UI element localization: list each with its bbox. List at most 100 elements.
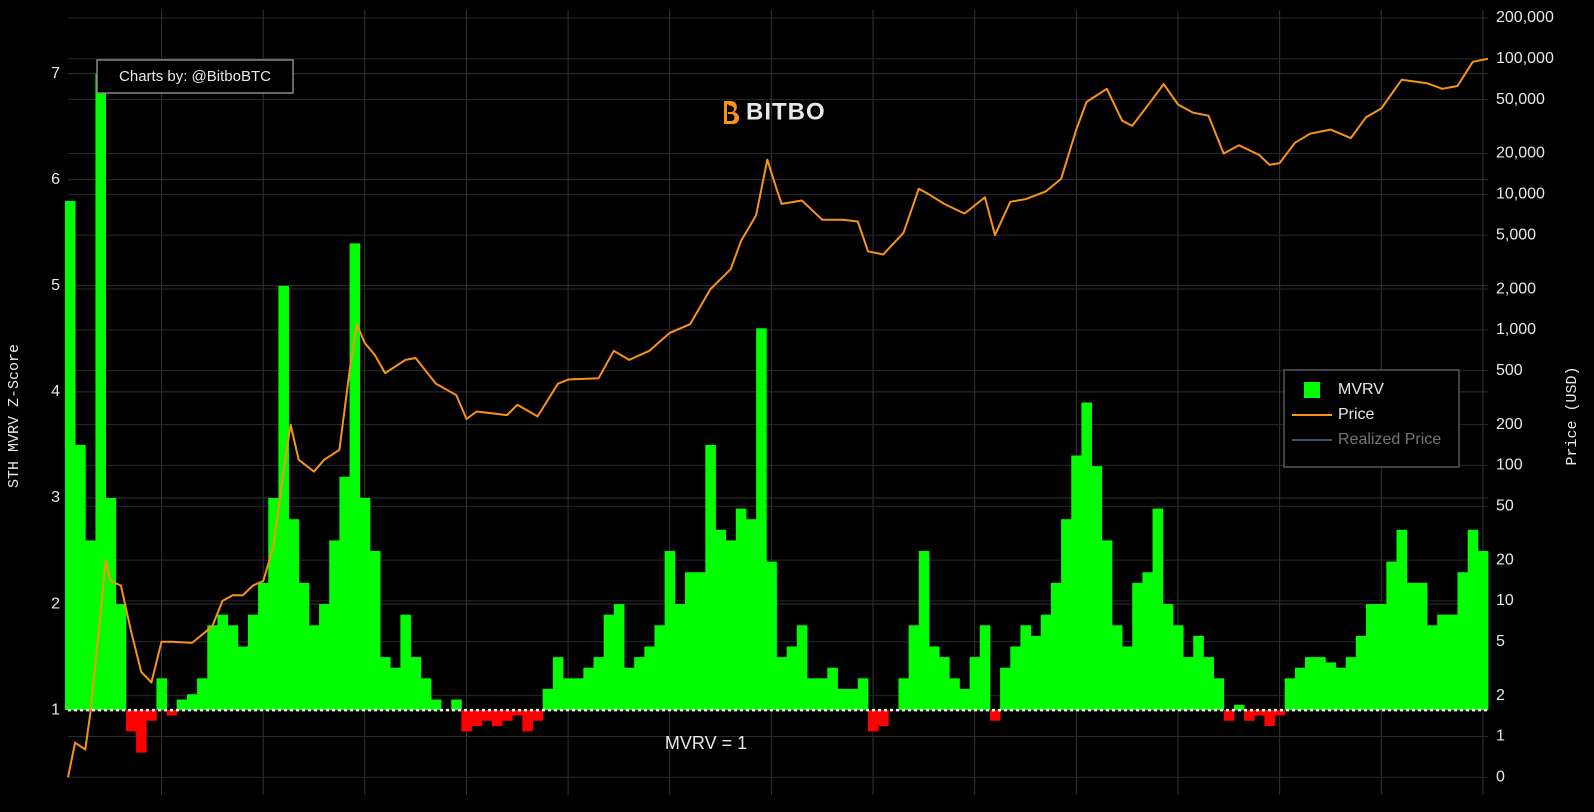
mvrv-bar: [1213, 678, 1225, 711]
mvrv-bar: [1111, 625, 1123, 711]
mvrv-bar: [878, 710, 889, 727]
mvrv-bar: [603, 614, 615, 711]
mvrv-bar: [410, 657, 422, 711]
mvrv-bar: [1315, 657, 1326, 711]
mvrv-bar: [1081, 402, 1092, 711]
mvrv-bar: [776, 657, 788, 711]
y-tick-label: 6: [51, 171, 60, 188]
legend-label: Price: [1338, 406, 1375, 423]
mvrv-bar: [1386, 561, 1397, 711]
mvrv-bar: [1203, 657, 1214, 711]
mvrv-bar: [1071, 455, 1082, 711]
mvrv-bar: [156, 678, 167, 711]
y2-tick-label: 5,000: [1496, 226, 1536, 243]
mvrv-bar: [847, 688, 859, 711]
mvrv-bar: [1447, 614, 1458, 711]
mvrv-bar: [634, 657, 645, 711]
mvrv-bar: [278, 285, 289, 711]
mvrv-bar: [1437, 614, 1448, 711]
mvrv-bar: [532, 710, 544, 721]
mvrv-bar: [563, 678, 574, 711]
mvrv-bar: [949, 678, 960, 711]
mvrv-bar: [918, 551, 930, 711]
mvrv-bar: [1152, 508, 1164, 711]
credit-box: [96, 59, 294, 94]
mvrv-bar: [806, 678, 818, 711]
mvrv-bar: [1020, 625, 1031, 711]
mvrv-bar: [989, 710, 1001, 721]
plot-area: [64, 57, 1489, 778]
mvrv-bar: [786, 646, 798, 711]
mvrv-bar: [217, 614, 228, 711]
legend-label: MVRV: [1338, 381, 1384, 398]
y2-tick-label: 100,000: [1496, 50, 1554, 67]
mvrv-bar: [593, 657, 605, 711]
mvrv-bar: [1284, 678, 1296, 711]
mvrv-bar: [827, 667, 838, 711]
mvrv-bar: [959, 688, 971, 711]
mvrv-bar: [1244, 710, 1255, 721]
mvrv-bar: [1254, 710, 1265, 716]
mvrv-bar: [542, 688, 554, 711]
y-tick-label: 3: [51, 489, 60, 506]
mvrv-bar: [674, 604, 686, 711]
y-tick-label: 4: [51, 383, 60, 400]
mvrv-bar: [288, 519, 300, 711]
mvrv-bar: [430, 699, 442, 711]
y2-tick-label: 20,000: [1496, 145, 1545, 162]
mvrv-bar: [1122, 646, 1133, 711]
y2-axis-title: Price (USD): [1564, 366, 1581, 465]
mvrv-bar: [1457, 572, 1469, 711]
mvrv-bar: [349, 243, 361, 711]
mvrv-bar: [369, 551, 381, 711]
mvrv-bar: [1416, 582, 1428, 711]
y2-tick-label: 5: [1496, 633, 1505, 650]
mvrv-bar: [1406, 582, 1418, 711]
mvrv-bar: [908, 625, 920, 711]
y2-tick-label: 10: [1496, 592, 1514, 609]
y2-tick-label: 200: [1496, 416, 1523, 433]
mvrv-bar: [969, 657, 981, 711]
mvrv-bar: [1467, 529, 1479, 711]
mvrv-bar: [552, 657, 564, 711]
mvrv-bar: [95, 73, 107, 711]
mvrv-bar: [766, 561, 777, 711]
mvrv-bar: [1325, 662, 1336, 711]
mvrv-bar: [146, 710, 157, 721]
mvrv-bar: [705, 444, 716, 711]
mvrv-bar: [247, 614, 259, 711]
mvrv-bar: [1142, 572, 1153, 711]
mvrv-bar: [176, 699, 188, 711]
mvrv-bar: [684, 572, 696, 711]
mvrv-bar: [837, 688, 849, 711]
mvrv-bar: [573, 678, 584, 711]
mvrv-bar: [136, 710, 147, 753]
mvrv-bar: [166, 710, 178, 716]
mvrv-bar: [745, 519, 757, 711]
mvrv-bar: [1040, 614, 1052, 711]
mvrv-bar: [1345, 657, 1357, 711]
mvrv-bar: [1294, 667, 1306, 711]
mvrv-bar: [1030, 635, 1042, 711]
mvrv-bar: [939, 657, 950, 711]
mvrv-bar: [85, 540, 96, 711]
mvrv-bar: [817, 678, 828, 711]
mvrv-bar: [898, 678, 910, 711]
mvrv-bar: [329, 540, 340, 711]
mvrv-bar: [613, 604, 625, 711]
mvrv-bar: [756, 328, 767, 711]
mvrv-bar: [725, 540, 737, 711]
mvrv-bar: [654, 625, 666, 711]
mvrv-bar: [237, 646, 249, 711]
credit: Charts by: @BitboBTC: [119, 68, 271, 85]
y-tick-label: 5: [51, 277, 60, 294]
logo-text: BITBO: [746, 98, 826, 125]
y2-tick-label: 20: [1496, 551, 1514, 568]
mvrv-bar: [1233, 704, 1245, 711]
mvrv-bar: [227, 625, 239, 711]
mvrv-bar: [644, 646, 655, 711]
logo-icon: [724, 101, 740, 125]
mvrv-bar: [207, 625, 218, 711]
